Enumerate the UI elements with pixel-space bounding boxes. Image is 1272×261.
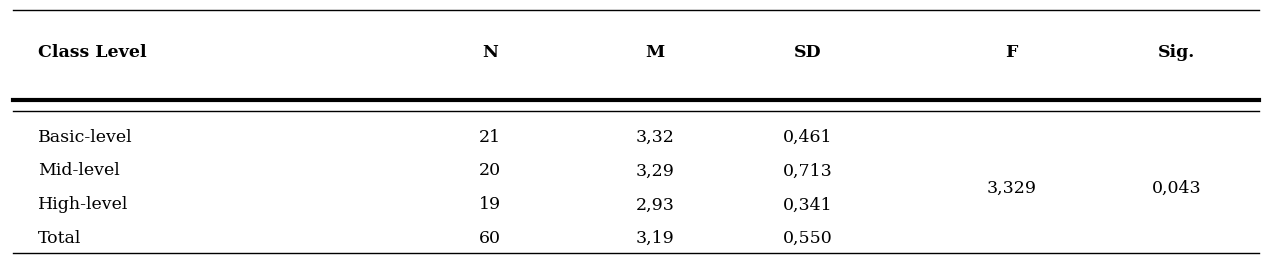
Text: Mid-level: Mid-level xyxy=(38,162,120,180)
Text: 3,32: 3,32 xyxy=(636,128,674,146)
Text: 2,93: 2,93 xyxy=(636,196,674,213)
Text: High-level: High-level xyxy=(38,196,128,213)
Text: 3,29: 3,29 xyxy=(636,162,674,180)
Text: 21: 21 xyxy=(478,128,501,146)
Text: 0,461: 0,461 xyxy=(784,128,832,146)
Text: 0,713: 0,713 xyxy=(782,162,833,180)
Text: Class Level: Class Level xyxy=(38,44,146,61)
Text: 19: 19 xyxy=(478,196,501,213)
Text: 0,043: 0,043 xyxy=(1151,179,1202,197)
Text: 3,19: 3,19 xyxy=(636,230,674,247)
Text: N: N xyxy=(482,44,497,61)
Text: Basic-level: Basic-level xyxy=(38,128,132,146)
Text: Sig.: Sig. xyxy=(1158,44,1196,61)
Text: Total: Total xyxy=(38,230,81,247)
Text: 3,329: 3,329 xyxy=(986,179,1037,197)
Text: SD: SD xyxy=(794,44,822,61)
Text: 0,341: 0,341 xyxy=(782,196,833,213)
Text: 20: 20 xyxy=(478,162,501,180)
Text: 60: 60 xyxy=(478,230,501,247)
Text: M: M xyxy=(645,44,665,61)
Text: F: F xyxy=(1005,44,1018,61)
Text: 0,550: 0,550 xyxy=(782,230,833,247)
